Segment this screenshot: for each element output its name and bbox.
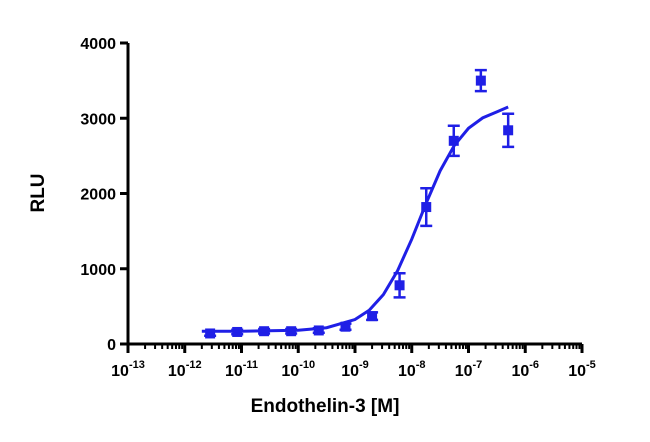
- point: [367, 311, 378, 322]
- x-axis-label: Endothelin-3 [M]: [251, 396, 400, 417]
- point: [340, 321, 351, 332]
- point: [421, 202, 432, 213]
- point: [503, 125, 514, 136]
- point: [313, 325, 324, 336]
- point: [448, 135, 459, 146]
- y-tick-label: 0: [107, 337, 116, 354]
- x-tick-label: 10-11: [225, 359, 258, 380]
- y-tick-label: 3000: [80, 111, 116, 128]
- fit-curve: [201, 105, 509, 333]
- x-tick-label: 10-5: [568, 359, 596, 380]
- x-tick-label: 10-6: [511, 359, 539, 380]
- x-tick-label: 10-7: [455, 359, 483, 380]
- y-tick-label: 1000: [80, 262, 116, 279]
- y-axis-label: RLU: [28, 173, 49, 212]
- point: [475, 75, 486, 86]
- point: [394, 280, 405, 291]
- x-tick-label: 10-10: [281, 359, 315, 380]
- point: [205, 328, 216, 339]
- y-tick-label: 4000: [80, 36, 116, 53]
- x-tick-label: 10-12: [168, 359, 202, 380]
- y-tick-label: 2000: [80, 187, 116, 204]
- x-tick-label: 10-13: [111, 359, 145, 380]
- x-tick-label: 10-9: [341, 359, 369, 380]
- x-tick-label: 10-8: [398, 359, 426, 380]
